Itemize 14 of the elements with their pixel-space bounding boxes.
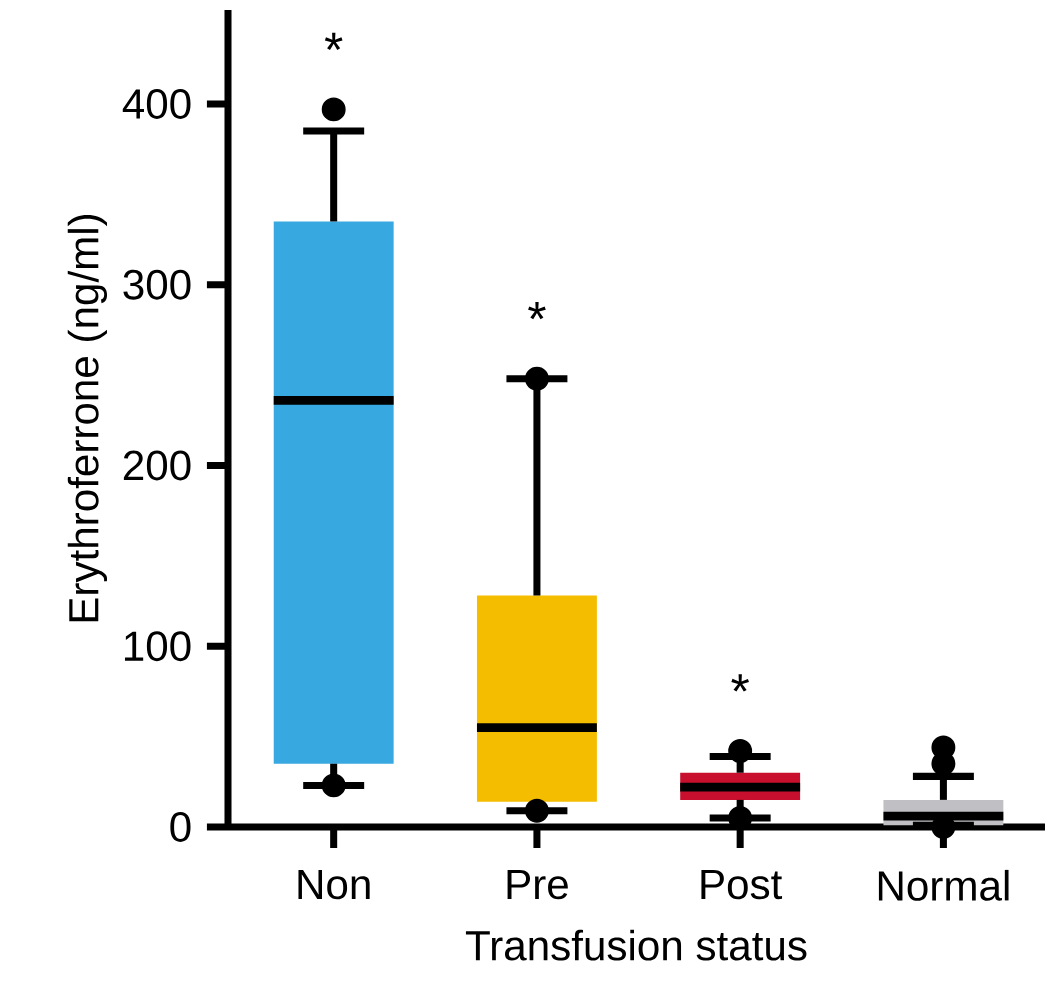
x-tick-label: Post <box>701 869 783 900</box>
x-axis-title: Transfusion status <box>465 929 807 961</box>
x-tick-label: Normal <box>878 869 1009 901</box>
y-tick-label: 100 <box>124 631 191 662</box>
y-tick-label: 400 <box>122 89 191 119</box>
y-tick-label: 0 <box>170 812 191 842</box>
y-axis-title: Erythroferrone (ng/ml) <box>67 214 108 622</box>
x-tick-label: Non <box>298 869 370 900</box>
annotation: * <box>528 302 546 320</box>
y-tick-label: 300 <box>123 269 191 300</box>
x-tick-label: Pre <box>507 869 568 900</box>
annotation: * <box>324 32 343 50</box>
y-tick-label: 200 <box>123 450 191 481</box>
annotation: * <box>731 674 749 692</box>
